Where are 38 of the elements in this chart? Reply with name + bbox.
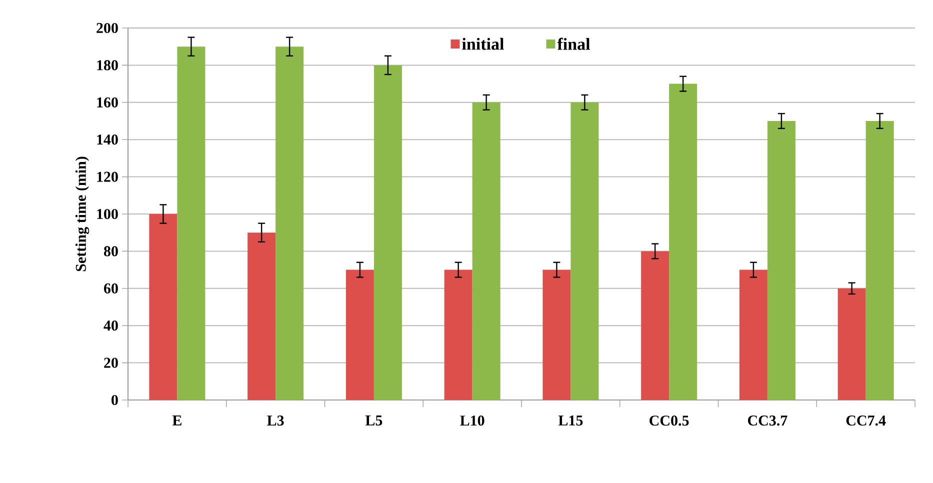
bar xyxy=(177,46,206,400)
bar xyxy=(248,232,276,400)
x-tick-label: CC7.4 xyxy=(846,416,886,426)
x-tick-label: L15 xyxy=(558,416,583,426)
x-tick-label: E xyxy=(172,416,182,426)
bar xyxy=(838,288,866,400)
x-tick-label: CC3.7 xyxy=(748,416,788,426)
legend-label: initial xyxy=(462,38,504,50)
y-tick-label: 20 xyxy=(104,358,118,368)
bar xyxy=(641,251,670,400)
x-tick-label: L3 xyxy=(267,416,284,426)
y-tick-label: 120 xyxy=(97,172,118,182)
x-tick-label: L10 xyxy=(460,416,484,426)
bar xyxy=(542,270,571,400)
y-tick-label: 200 xyxy=(96,22,118,34)
y-tick-label: 140 xyxy=(97,134,118,145)
bar xyxy=(866,121,894,400)
x-tick-label: CC0.5 xyxy=(650,416,689,426)
bar xyxy=(276,46,304,400)
y-tick-label: 60 xyxy=(104,283,118,294)
y-tick-label: 180 xyxy=(97,60,118,70)
bar xyxy=(767,121,796,400)
bar xyxy=(669,84,698,400)
bar xyxy=(739,270,768,400)
y-tick-label: 80 xyxy=(104,246,118,256)
bar xyxy=(346,270,374,400)
y-tick-label: 160 xyxy=(97,97,118,108)
bar xyxy=(149,214,178,400)
bar xyxy=(374,65,402,400)
y-tick-label: 40 xyxy=(104,320,118,331)
bar xyxy=(444,270,472,400)
bar xyxy=(472,102,500,400)
x-tick-label: L5 xyxy=(365,416,382,426)
y-axis-title: Setting time (min) xyxy=(75,156,90,272)
y-tick-label: 0 xyxy=(112,394,118,406)
y-tick-label: 100 xyxy=(97,208,118,220)
bar xyxy=(570,102,599,400)
legend-label: final xyxy=(557,38,590,50)
